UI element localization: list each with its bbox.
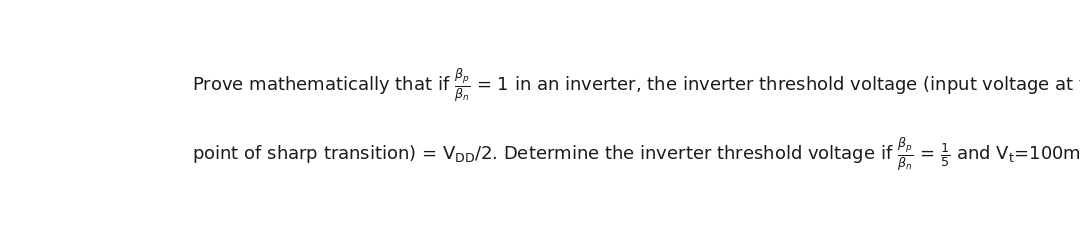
Text: Prove mathematically that if $\frac{\beta_p}{\beta_n}$ = 1 in an inverter, the i: Prove mathematically that if $\frac{\bet…: [192, 67, 1080, 104]
Text: point of sharp transition) = V$_{\mathrm{DD}}$/2. Determine the inverter thresho: point of sharp transition) = V$_{\mathrm…: [192, 136, 1080, 173]
